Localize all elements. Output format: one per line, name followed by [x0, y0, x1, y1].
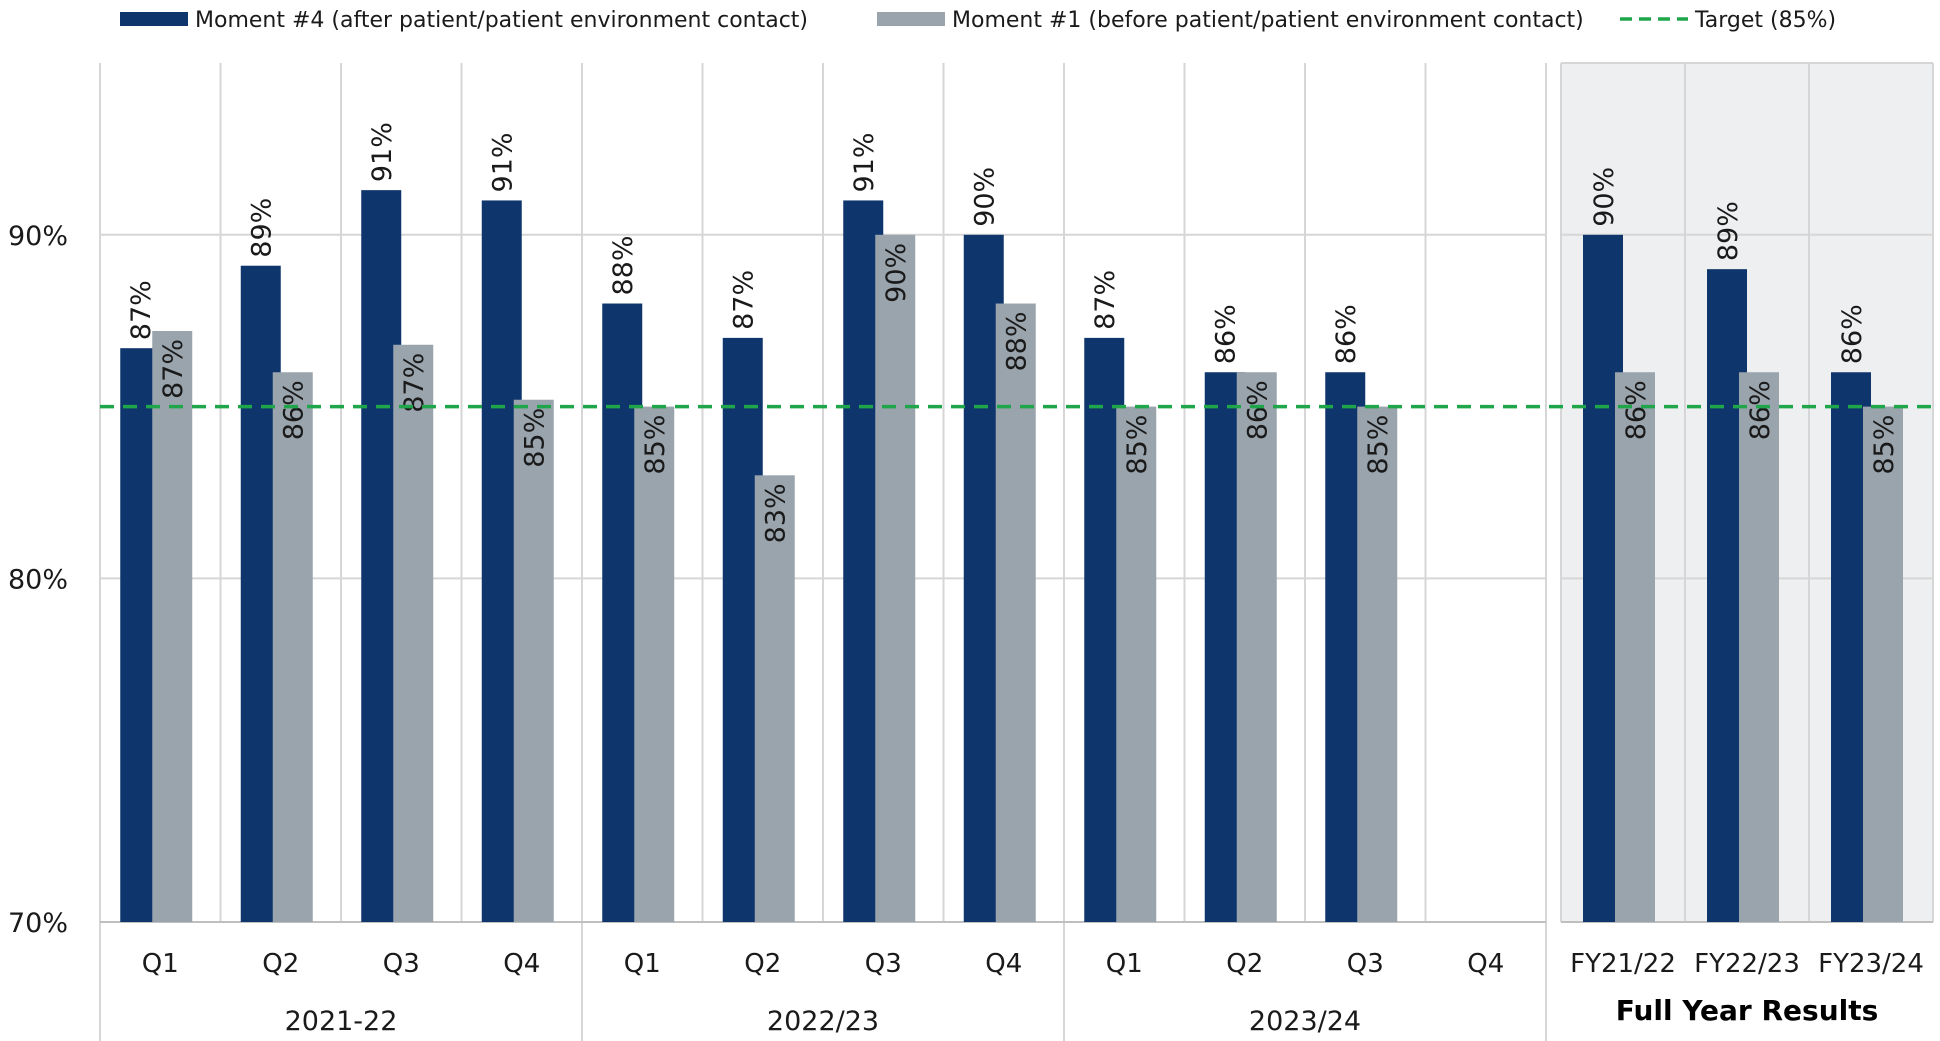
value-label-moment-4: 90% — [970, 167, 1001, 227]
x-tick-label: FY23/24 — [1818, 949, 1924, 979]
value-label-moment-4: 90% — [1589, 167, 1620, 227]
value-label-moment-4: 87% — [1090, 270, 1121, 330]
x-tick-label: Q2 — [744, 949, 781, 979]
bar-moment-1 — [152, 331, 193, 922]
value-label-moment-1: 85% — [1363, 415, 1394, 475]
value-label-moment-1: 86% — [1745, 380, 1776, 440]
full-year-title: Full Year Results — [1616, 994, 1879, 1027]
bar-moment-1 — [634, 406, 675, 923]
bar-moment-1 — [393, 344, 434, 922]
y-tick-label: 90% — [8, 221, 68, 252]
x-tick-label: Q3 — [383, 949, 420, 979]
y-tick-label: 80% — [8, 564, 68, 595]
value-label-moment-1: 86% — [1243, 380, 1274, 440]
value-label-moment-4: 91% — [849, 132, 880, 192]
bar-moment-1 — [875, 234, 916, 923]
y-tick-label: 70% — [8, 908, 68, 939]
value-label-moment-1: 85% — [640, 415, 671, 475]
legend-label: Moment #1 (before patient/patient enviro… — [952, 8, 1584, 33]
value-label-moment-1: 86% — [279, 380, 310, 440]
value-label-moment-4: 87% — [729, 270, 760, 330]
value-label-moment-1: 85% — [1122, 415, 1153, 475]
bar-moment-1 — [272, 372, 313, 922]
value-label-moment-4: 89% — [247, 198, 278, 258]
x-tick-label: Q2 — [262, 949, 299, 979]
value-label-moment-1: 90% — [881, 243, 912, 303]
bar-moment-1 — [1236, 372, 1277, 922]
legend-label: Target (85%) — [1694, 8, 1836, 33]
value-label-moment-1: 87% — [158, 339, 189, 399]
value-label-moment-4: 86% — [1837, 304, 1868, 364]
x-tick-label: Q4 — [1467, 949, 1504, 979]
x-tick-label: Q2 — [1226, 949, 1263, 979]
group-label: 2023/24 — [1249, 1006, 1361, 1037]
value-label-moment-4: 86% — [1211, 304, 1242, 364]
bar-moment-1 — [1739, 372, 1779, 922]
bar-moment-1 — [1357, 406, 1398, 923]
value-label-moment-1: 85% — [1869, 415, 1900, 475]
legend-label: Moment #4 (after patient/patient environ… — [195, 8, 808, 33]
value-label-moment-4: 89% — [1713, 201, 1744, 261]
value-label-moment-4: 91% — [367, 122, 398, 182]
value-label-moment-1: 87% — [399, 353, 430, 413]
value-label-moment-4: 88% — [608, 236, 639, 296]
x-tick-label: Q4 — [503, 949, 540, 979]
bar-moment-1 — [1116, 406, 1157, 923]
bar-moment-1 — [754, 475, 795, 922]
value-label-moment-1: 83% — [761, 483, 792, 543]
group-label: 2022/23 — [767, 1006, 879, 1037]
x-tick-label: Q3 — [865, 949, 902, 979]
value-label-moment-4: 87% — [126, 280, 157, 340]
x-tick-label: Q1 — [624, 949, 661, 979]
x-tick-label: Q1 — [1106, 949, 1143, 979]
value-label-moment-1: 88% — [1002, 312, 1033, 372]
bar-moment-1 — [513, 399, 554, 922]
value-label-moment-1: 86% — [1621, 380, 1652, 440]
x-tick-label: Q1 — [142, 949, 179, 979]
group-label: 2021-22 — [285, 1006, 398, 1037]
bar-moment-1 — [1615, 372, 1655, 922]
legend-swatch-moment-1 — [877, 12, 945, 26]
value-label-moment-4: 86% — [1331, 304, 1362, 364]
value-label-moment-1: 85% — [520, 408, 551, 468]
x-tick-label: FY21/22 — [1570, 949, 1676, 979]
bar-moment-1 — [1863, 406, 1903, 923]
x-tick-label: Q4 — [985, 949, 1022, 979]
legend-swatch-moment-4 — [120, 12, 188, 26]
x-tick-label: FY22/23 — [1694, 949, 1800, 979]
value-label-moment-4: 91% — [488, 132, 519, 192]
bar-moment-1 — [995, 303, 1036, 922]
x-tick-label: Q3 — [1347, 949, 1384, 979]
